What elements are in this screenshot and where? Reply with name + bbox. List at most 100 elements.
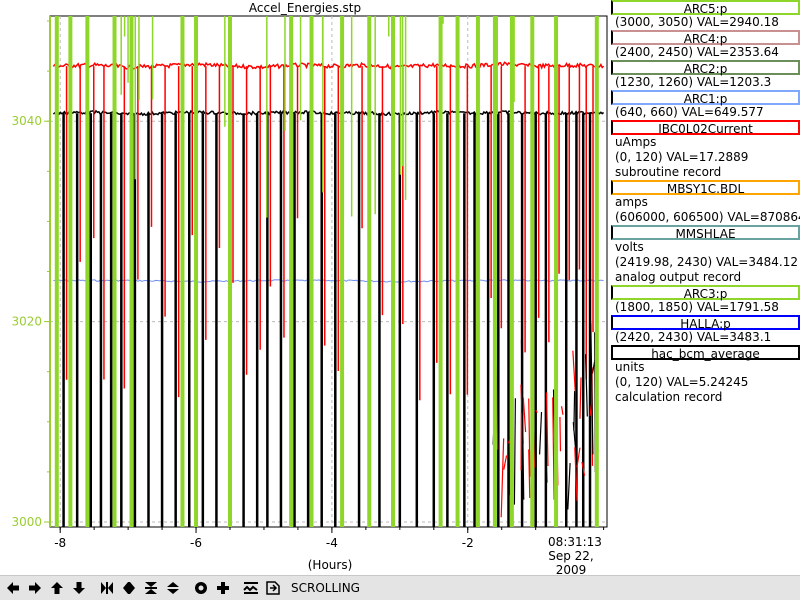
noise-segment	[560, 406, 564, 415]
legend-item-label[interactable]: IBC0L02Current	[611, 120, 800, 136]
legend-item-label[interactable]: ARC5:p	[611, 0, 800, 16]
legend-item-label[interactable]: MBSY1C.BDL	[611, 180, 800, 196]
end-timestamp: 08:31:13 Sep 22, 2009	[540, 535, 610, 577]
legend-item-detail: analog output record	[615, 270, 742, 284]
legend-item-detail: (2419.98, 2430) VAL=3484.12	[615, 255, 798, 269]
series-spike-arc5	[475, 16, 480, 527]
legend-item[interactable]: hac_bcm_average units (0, 120) VAL=5.24245…	[608, 345, 800, 405]
export-button[interactable]	[263, 578, 283, 598]
legend-item-detail: uAmps	[615, 135, 657, 149]
noise-segment	[522, 397, 527, 433]
legend-item-detail: (0, 120) VAL=17.2889	[615, 150, 749, 164]
x-axis-label: (Hours)	[307, 558, 353, 572]
noise-segment	[528, 398, 531, 477]
legend-item[interactable]: MBSY1C.BDL amps (606000, 606500) VAL=87086…	[608, 180, 800, 225]
legend-item-detail: subroutine record	[615, 165, 722, 179]
record-button[interactable]	[191, 578, 211, 598]
zoom-in-y-button[interactable]	[141, 578, 161, 598]
legend-item[interactable]: IBC0L02Current uAmps (0, 120) VAL=17.2889 s…	[608, 120, 800, 180]
noise-segment	[538, 411, 543, 455]
legend-item[interactable]: MMSHLAE volts (2419.98, 2430) VAL=3484.12 a…	[608, 225, 800, 285]
series-spike-arc5	[180, 16, 185, 527]
legend-item[interactable]: ARC5:p (3000, 3050) VAL=2940.18	[608, 0, 800, 30]
chart-plot[interactable]: 3000 3020 3040 -8 -6 -4 -2	[0, 0, 610, 575]
autoscale-icon	[243, 582, 258, 594]
legend-item-label[interactable]: ARC1:p	[611, 90, 800, 106]
zoom-out-x-icon	[123, 582, 135, 594]
pan-left-button[interactable]	[3, 578, 23, 598]
noise-segment	[581, 461, 586, 476]
legend-item-detail: volts	[615, 240, 644, 254]
zoom-out-x-button[interactable]	[119, 578, 139, 598]
y-tick-label: 3040	[11, 114, 42, 128]
noise-segment	[573, 391, 576, 431]
legend-item-label[interactable]: HALLA:p	[611, 315, 800, 331]
noise-segment	[513, 398, 516, 505]
series-spike-arc5	[194, 16, 199, 527]
noise-segment	[576, 447, 581, 468]
crosshair-button[interactable]	[213, 578, 233, 598]
pan-down-icon	[73, 582, 85, 594]
series-spike-arc5	[228, 16, 233, 527]
series-spike-arc5	[68, 16, 73, 527]
crosshair-icon	[217, 582, 229, 594]
legend-item-detail: (640, 660) VAL=649.577	[615, 105, 764, 119]
noise-segment	[574, 447, 578, 502]
zoom-out-y-icon	[167, 582, 179, 594]
pan-down-button[interactable]	[69, 578, 89, 598]
autoscale-button[interactable]	[241, 578, 261, 598]
x-tick-label: -8	[54, 536, 66, 550]
legend-item-detail: (2400, 2450) VAL=2353.64	[615, 45, 779, 59]
legend-item-detail: units	[615, 360, 645, 374]
noise-segment	[590, 323, 594, 455]
legend-item-label[interactable]: ARC3:p	[611, 285, 800, 301]
noise-segment	[500, 438, 505, 518]
legend-item-label[interactable]: MMSHLAE	[611, 225, 800, 241]
series-spike-arc5	[367, 16, 372, 527]
legend-item-label[interactable]: ARC4:p	[611, 30, 800, 46]
end-time: 08:31:13	[548, 535, 602, 549]
noise-segment	[503, 455, 508, 470]
zoom-in-x-icon	[101, 582, 113, 594]
series-spike-arc5	[530, 16, 535, 527]
legend-item[interactable]: ARC4:p (2400, 2450) VAL=2353.64	[608, 30, 800, 60]
legend-item-detail: (2420, 2430) VAL=3483.1	[615, 330, 772, 344]
series-spike-arc5	[340, 16, 345, 527]
pan-up-button[interactable]	[47, 578, 67, 598]
series-spike-arc5	[309, 16, 314, 527]
noise-segment	[535, 409, 538, 414]
end-date: Sep 22, 2009	[548, 549, 594, 577]
pan-right-icon	[29, 582, 41, 594]
legend-item[interactable]: ARC1:p (640, 660) VAL=649.577	[608, 90, 800, 120]
legend-item-detail: (1230, 1260) VAL=1203.3	[615, 75, 772, 89]
export-icon	[266, 581, 280, 595]
noise-segment	[545, 392, 549, 467]
legend-item[interactable]: ARC2:p (1230, 1260) VAL=1203.3	[608, 60, 800, 90]
legend-item-detail: amps	[615, 195, 648, 209]
y-tick-label: 3020	[11, 315, 42, 329]
pan-up-icon	[51, 582, 63, 594]
noise-segment	[520, 339, 525, 500]
legend-item-detail: (1800, 1850) VAL=1791.58	[615, 300, 779, 314]
legend-item-detail: (3000, 3050) VAL=2940.18	[615, 15, 779, 29]
legend-item-label[interactable]: hac_bcm_average	[611, 345, 800, 361]
series-spike-arc5	[594, 16, 599, 527]
pan-right-button[interactable]	[25, 578, 45, 598]
zoom-out-y-button[interactable]	[163, 578, 183, 598]
noise-segment	[584, 354, 588, 417]
legend-item-detail: calculation record	[615, 390, 723, 404]
series-spike-arc5	[289, 16, 294, 527]
noise-segment	[589, 404, 592, 416]
series-spike-arc5	[129, 16, 134, 527]
x-tick-label: -6	[190, 536, 202, 550]
series-spike-arc5	[509, 16, 514, 527]
y-tick-label: 3000	[11, 515, 42, 529]
legend-item[interactable]: ARC3:p (1800, 1850) VAL=1791.58	[608, 285, 800, 315]
noise-segment	[567, 463, 571, 510]
x-tick-label: -2	[462, 536, 474, 550]
legend-item[interactable]: HALLA:p (2420, 2430) VAL=3483.1	[608, 315, 800, 345]
zoom-in-x-button[interactable]	[97, 578, 117, 598]
legend-item-label[interactable]: ARC2:p	[611, 60, 800, 76]
series-spike-arc5	[112, 16, 117, 527]
